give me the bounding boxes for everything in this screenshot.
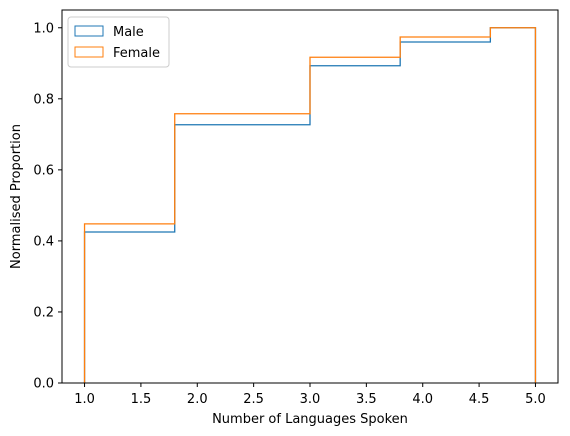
x-tick-label: 5.0 <box>525 392 546 407</box>
y-tick-label: 0.0 <box>33 377 54 392</box>
y-tick-label: 0.6 <box>33 163 54 178</box>
y-tick-label: 1.0 <box>33 21 54 36</box>
legend: Male Female <box>67 16 170 68</box>
x-tick-label: 2.5 <box>243 392 264 407</box>
y-tick-label: 0.8 <box>33 92 54 107</box>
legend-label-female: Female <box>113 46 160 61</box>
legend-box <box>67 16 170 68</box>
legend-swatch-female <box>74 46 104 58</box>
x-tick-label: 3.0 <box>300 392 321 407</box>
x-tick-label: 1.5 <box>131 392 152 407</box>
series-layer <box>83 27 537 383</box>
x-tick-label: 3.5 <box>356 392 377 407</box>
y-tick-label: 0.4 <box>33 234 54 249</box>
legend-swatch-male <box>74 25 104 37</box>
x-tick-label: 2.0 <box>187 392 208 407</box>
y-axis-label: Normalised Proportion <box>9 124 24 269</box>
legend-label-male: Male <box>113 25 144 40</box>
series-line-female <box>83 27 537 383</box>
x-tick-label: 4.0 <box>412 392 433 407</box>
y-axis-ticks: 0.0 0.2 0.4 0.6 0.8 1.0 <box>33 21 62 392</box>
x-tick-label: 1.0 <box>74 392 95 407</box>
x-tick-label: 4.5 <box>469 392 490 407</box>
x-axis-label: Number of Languages Spoken <box>212 412 408 427</box>
x-axis-ticks: 1.0 1.5 2.0 2.5 3.0 3.5 4.0 4.5 5.0 <box>74 383 546 407</box>
y-tick-label: 0.2 <box>33 305 54 320</box>
